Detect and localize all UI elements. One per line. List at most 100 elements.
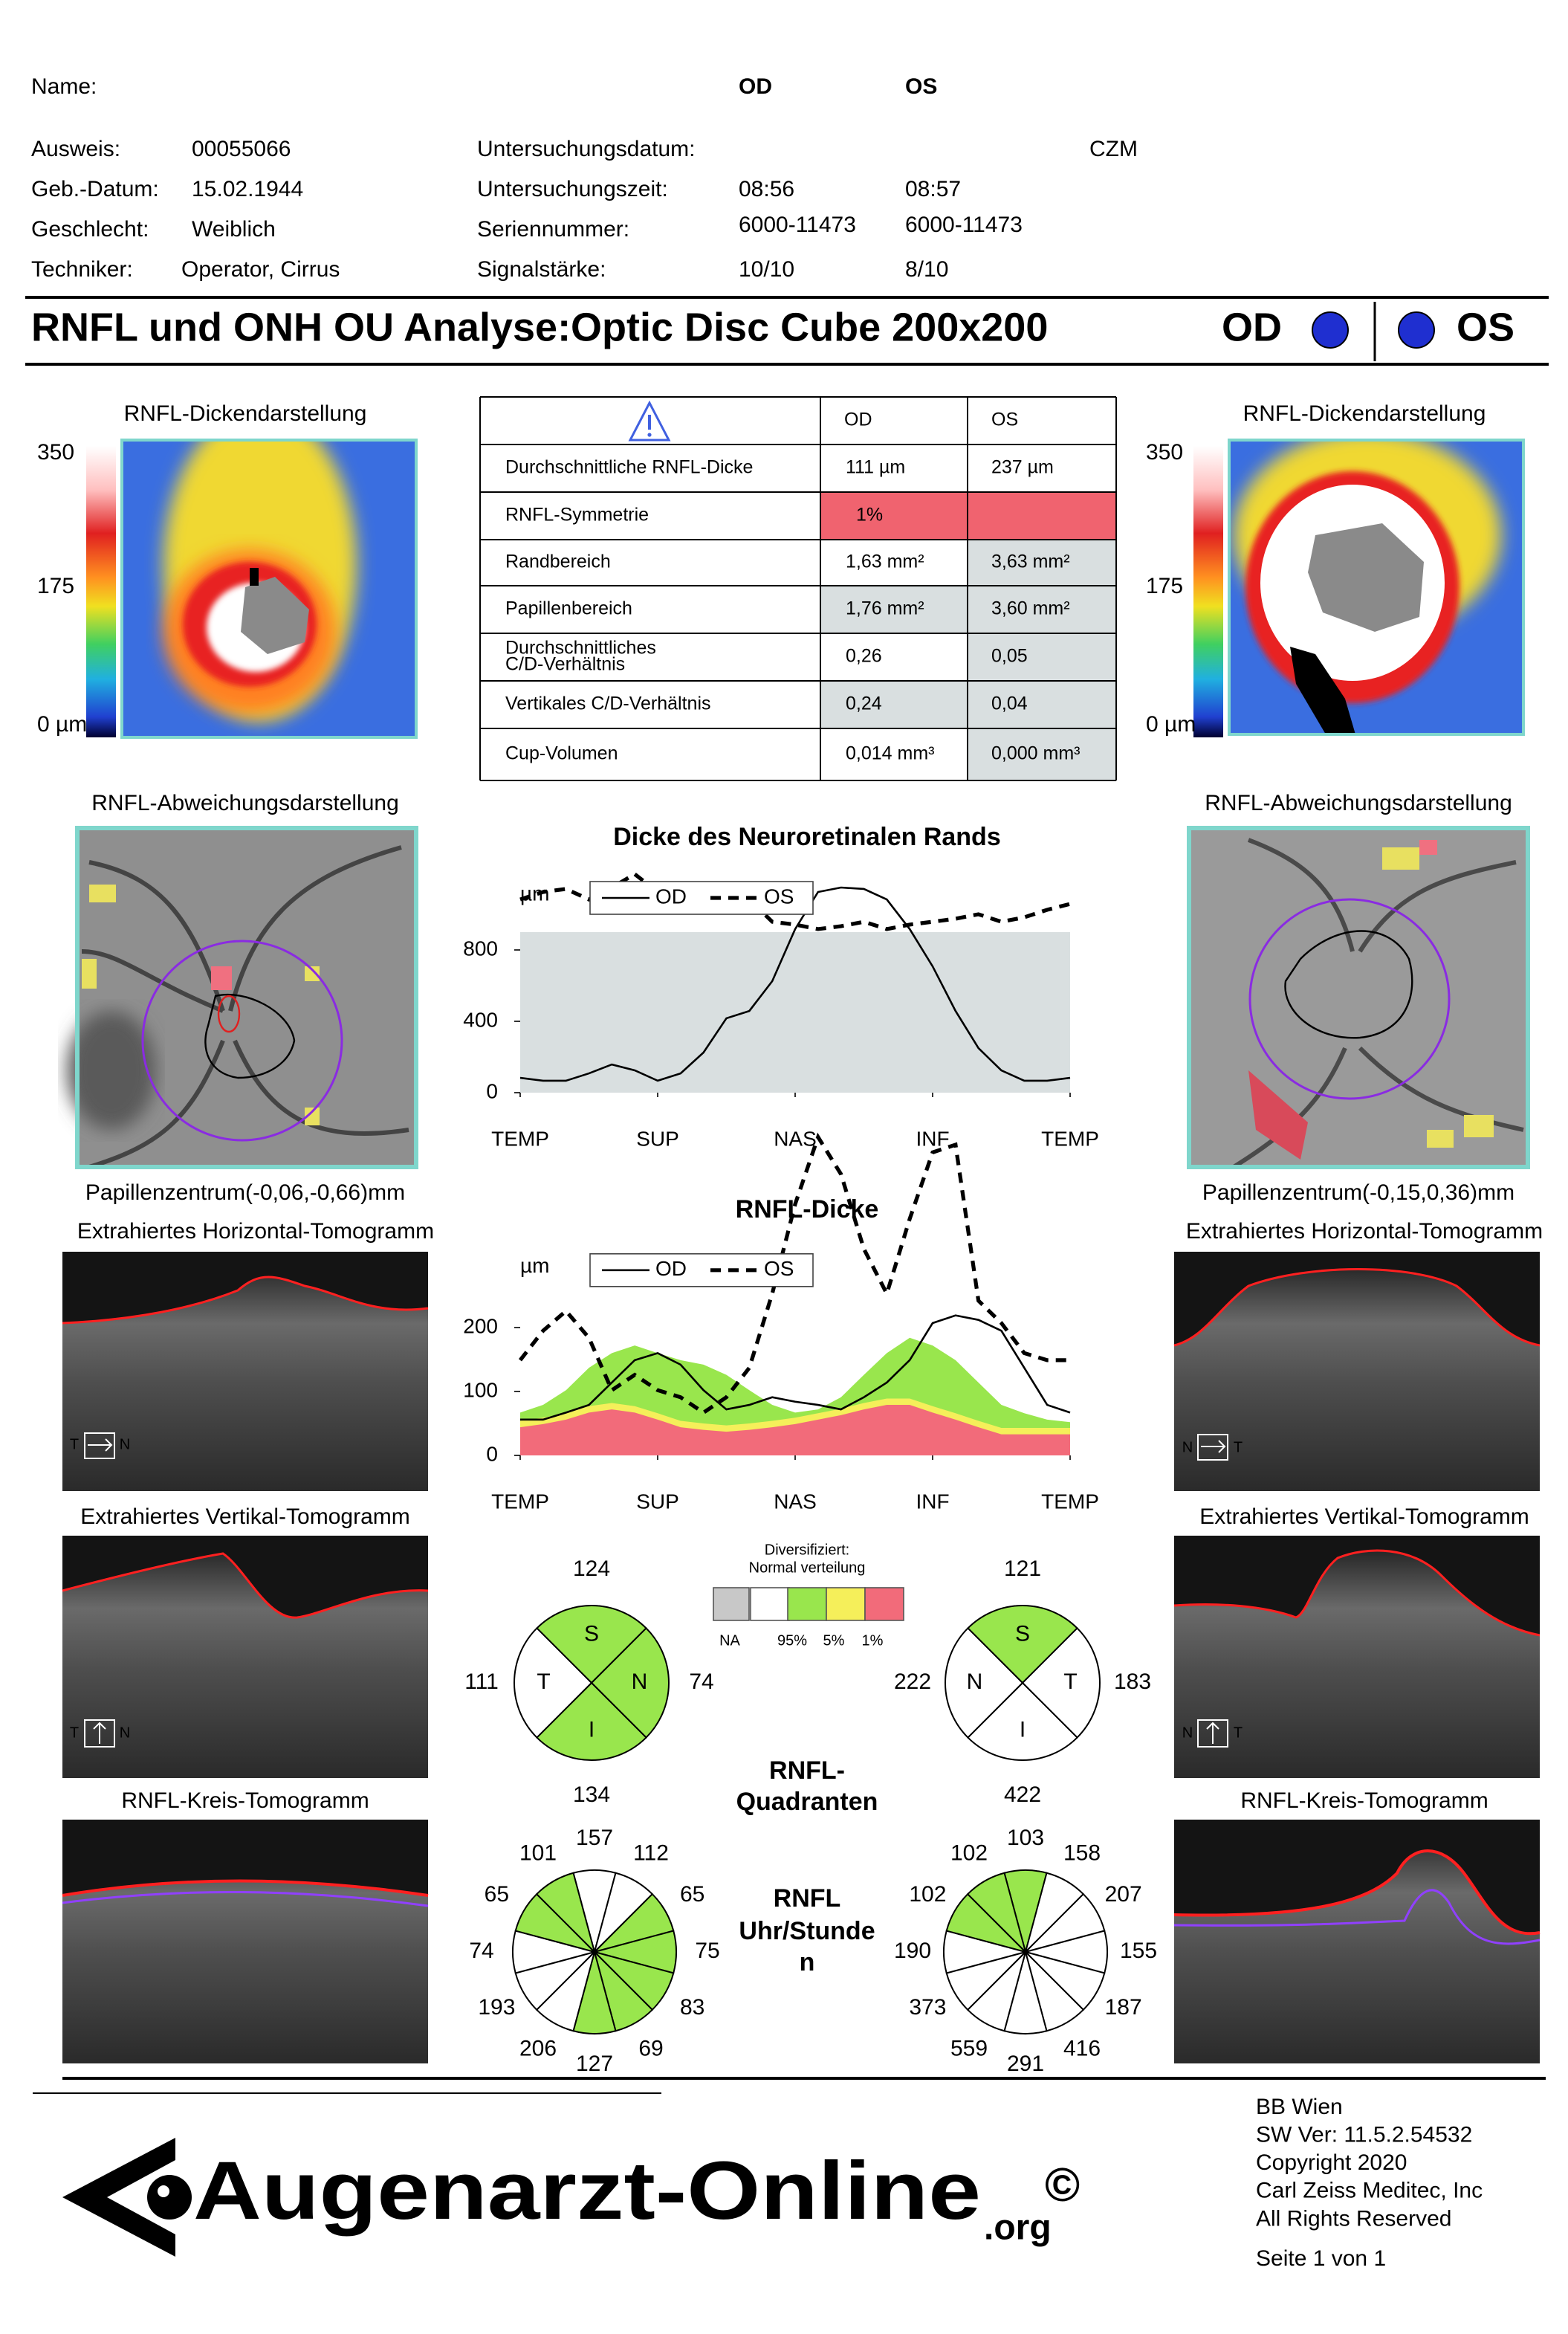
field-value: 08:56 — [739, 177, 794, 201]
table-header: OD — [844, 410, 872, 430]
quadrant — [590, 1627, 670, 1739]
clock-value: 74 — [469, 1939, 493, 1963]
quadrant-value: 111 — [464, 1669, 499, 1694]
quadrant — [944, 1627, 1024, 1739]
map-label: RNFL-Abweichungsdarstellung — [1205, 791, 1512, 815]
table-cell — [820, 445, 968, 492]
quadrant-value: 422 — [1004, 1782, 1041, 1807]
scale-label: 175 — [1146, 574, 1183, 598]
table-value: 0,04 — [991, 694, 1028, 714]
field-value: 6000-11473 — [905, 213, 1023, 237]
eye-dot — [1398, 311, 1435, 349]
clock-value: 155 — [1120, 1939, 1157, 1963]
chart-title: RNFL-Dicke — [736, 1195, 879, 1223]
table-cell — [968, 445, 1116, 492]
field-value: Weiblich — [192, 217, 276, 242]
table-cell — [968, 540, 1116, 586]
quadrant — [967, 1604, 1078, 1684]
logo-name: Augenarzt-Online — [193, 2145, 981, 2237]
field-value: 15.02.1944 — [192, 177, 303, 201]
field-value: Operator, Cirrus — [181, 257, 340, 282]
clock-value: 102 — [950, 1840, 988, 1865]
legend-heading: Normal verteilung — [749, 1559, 866, 1576]
quadrant — [536, 1604, 647, 1684]
unit-label: µm — [520, 882, 549, 905]
footer-page: Seite 1 von 1 — [1256, 2246, 1386, 2271]
quadrant — [513, 1627, 593, 1739]
tomogram-label: Extrahiertes Horizontal-Tomogramm — [77, 1219, 434, 1244]
table-cell — [968, 728, 1116, 780]
tomogram-label: Extrahiertes Vertikal-Tomogramm — [1199, 1504, 1529, 1529]
clock-value: 559 — [950, 2037, 988, 2061]
orientation: T — [1234, 1724, 1243, 1741]
chart-title: Dicke des Neuroretinalen Rands — [613, 823, 1001, 851]
tomogram-label: RNFL-Kreis-Tomogramm — [1240, 1788, 1488, 1813]
table-value: 111 µm — [846, 457, 905, 478]
thickness-image — [122, 440, 416, 737]
x-tick-label: TEMP — [491, 1490, 549, 1513]
x-tick-label: NAS — [774, 1127, 817, 1150]
tomogram-image — [62, 1252, 1541, 2063]
x-tick-label: TEMP — [491, 1127, 549, 1150]
orientation: T — [70, 1724, 79, 1741]
table-label: Randbereich — [505, 552, 611, 572]
disc-center: Papillenzentrum(-0,06,-0,66)mm — [85, 1180, 405, 1205]
y-tick-label: 800 — [463, 937, 498, 960]
clock-value: 193 — [478, 1995, 515, 2020]
table-label: RNFL-Symmetrie — [505, 505, 649, 526]
quadrant-letter: S — [1015, 1621, 1030, 1646]
legend-swatch — [826, 1587, 866, 1621]
section-title: RNFL- — [769, 1756, 845, 1785]
legend-label: OS — [764, 885, 794, 908]
clock-sector — [535, 1872, 596, 1955]
legend-label: 5% — [823, 1632, 845, 1649]
table-cell — [820, 540, 968, 586]
legend-swatch — [713, 1587, 750, 1621]
scale-label: 350 — [37, 440, 74, 465]
quadrant-letter: T — [537, 1669, 550, 1694]
orientation: T — [70, 1436, 79, 1452]
x-tick-label: TEMP — [1041, 1490, 1099, 1513]
x-tick-label: INF — [916, 1490, 949, 1513]
quadrant-value: 121 — [1004, 1556, 1041, 1581]
logo-mark — [62, 2138, 192, 2257]
orientation: T — [1234, 1439, 1243, 1455]
scale-label: 0 µm — [1146, 712, 1196, 737]
y-tick-label: 200 — [463, 1314, 498, 1337]
report-title: RNFL und ONH OU Analyse:Optic Disc Cube … — [31, 305, 1048, 349]
clock-value: 187 — [1105, 1995, 1142, 2020]
normal-band — [520, 932, 1070, 1093]
table-label: Cup-Volumen — [505, 743, 618, 764]
clock-value: 291 — [1007, 2052, 1044, 2076]
table-cell — [968, 681, 1116, 728]
field-label: Untersuchungszeit: — [477, 177, 668, 201]
fundus-image — [1189, 828, 1528, 1169]
clock-value: 416 — [1063, 2037, 1101, 2061]
quadrant-letter: N — [632, 1669, 648, 1694]
static-layout — [25, 296, 1549, 2257]
table-value: 0,014 mm³ — [846, 743, 934, 764]
legend-label: 95% — [777, 1632, 807, 1649]
clock-value: 65 — [485, 1882, 509, 1907]
logo-tld: .org — [984, 2208, 1052, 2248]
eye-label: OS — [905, 74, 937, 99]
clock-value: 102 — [909, 1882, 946, 1907]
frame — [75, 826, 418, 1169]
x-tick-label: SUP — [636, 1127, 679, 1150]
tomogram-label: Extrahiertes Horizontal-Tomogramm — [1186, 1219, 1543, 1244]
field-label: Seriennummer: — [477, 217, 629, 242]
map-label: RNFL-Abweichungsdarstellung — [91, 791, 399, 815]
clock-value: 206 — [519, 2037, 557, 2061]
legend-label: NA — [719, 1632, 740, 1649]
unit-label: µm — [520, 1254, 549, 1277]
table-cell — [820, 681, 968, 728]
quadrant-value: 134 — [573, 1782, 610, 1807]
section-title: n — [800, 1948, 815, 1976]
table-value: 237 µm — [991, 457, 1054, 478]
table-cell — [968, 633, 1116, 681]
clock-value: 158 — [1063, 1840, 1101, 1865]
quadrant — [1021, 1627, 1101, 1739]
legend-label: OD — [655, 885, 687, 908]
tomogram-label: Extrahiertes Vertikal-Tomogramm — [80, 1504, 409, 1529]
